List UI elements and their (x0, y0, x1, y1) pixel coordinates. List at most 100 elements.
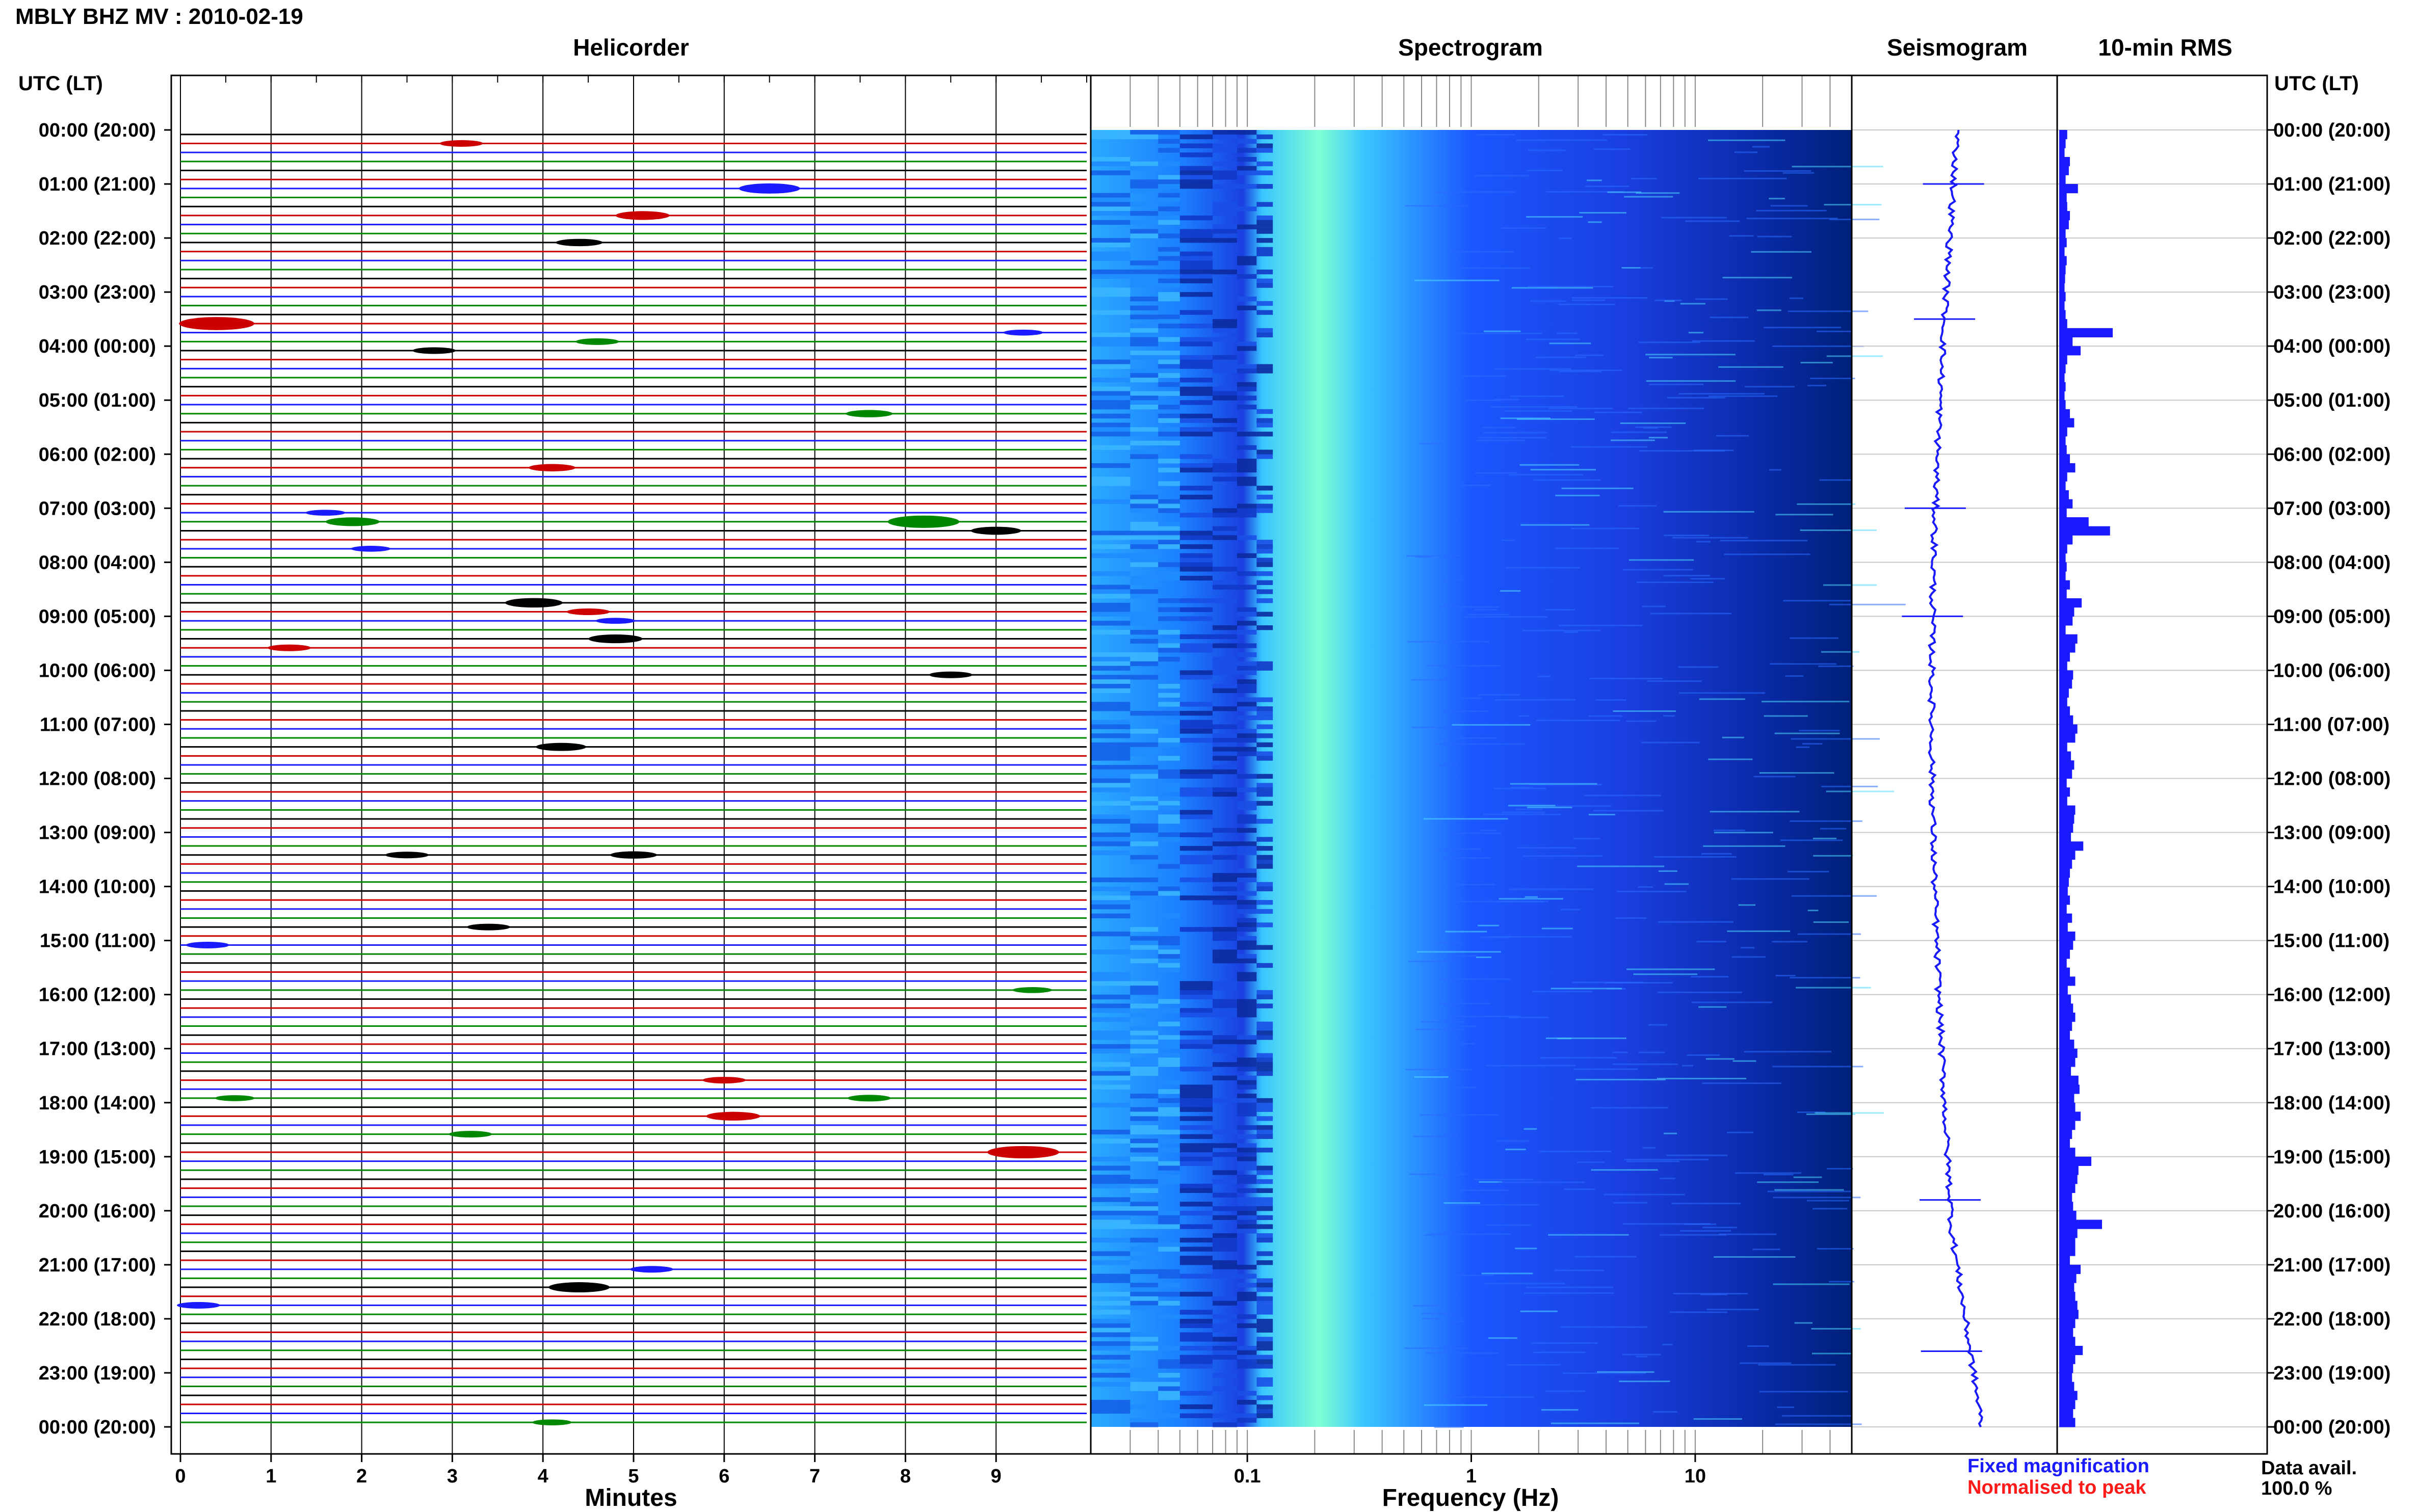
spectrogram-streak (1714, 832, 1773, 834)
spectrogram-cell (1130, 427, 1159, 432)
spectrogram-cell (1091, 949, 1131, 954)
rms-bar (2059, 364, 2066, 374)
spectrogram-streak (1435, 191, 1516, 193)
spectrogram-cell (1158, 999, 1180, 1004)
spectrogram-cell (1158, 963, 1180, 968)
spectrogram-cell (1237, 1215, 1257, 1221)
spectrogram-cell (1213, 1301, 1238, 1306)
spectrogram-cell (1158, 1057, 1180, 1063)
spectrogram-streak (1526, 1286, 1613, 1288)
spectrogram-cell (1256, 571, 1273, 576)
spectrogram-cell (1179, 1291, 1213, 1297)
spectrogram-cell (1130, 629, 1159, 635)
spectrogram-streak (1613, 710, 1676, 712)
spectrogram-cell (1158, 683, 1180, 689)
rms-bar (2059, 1075, 2079, 1085)
spectrogram-cell (1158, 319, 1180, 324)
spectrogram-cell (1213, 756, 1238, 761)
spectrogram-cell (1091, 931, 1131, 937)
spectrogram-cell (1130, 747, 1159, 752)
spectrogram-cell (1237, 643, 1257, 648)
rms-bar (2059, 319, 2067, 329)
spectrogram-cell (1179, 359, 1213, 365)
spectrogram-cell (1130, 373, 1159, 378)
rms-bar (2059, 589, 2067, 599)
spectrogram-cell (1256, 220, 1273, 225)
spectrogram-cell (1256, 1098, 1273, 1103)
spectrogram-cell (1256, 454, 1273, 459)
spectrogram-streak (1437, 941, 1461, 943)
spectrogram-cell (1213, 386, 1238, 392)
spectrogram-streak (1692, 340, 1755, 342)
spectrogram-cell (1130, 1246, 1159, 1252)
spectrogram-cell (1213, 170, 1238, 175)
spectrogram-streak (1528, 285, 1613, 287)
spectrogram-cell (1091, 661, 1131, 667)
helicorder-event (505, 598, 563, 608)
spectrogram-cell (1213, 427, 1238, 432)
spectrogram-cell (1158, 130, 1180, 135)
spectrogram-cell (1158, 801, 1180, 806)
spectrogram-cell (1130, 526, 1159, 531)
spectrogram-cell (1256, 184, 1273, 189)
row-label-right: 06:00 (02:00) (2273, 444, 2391, 465)
spectrogram-cell (1237, 918, 1257, 923)
spectrogram-cell (1256, 238, 1273, 243)
rms-bar (2059, 166, 2069, 175)
spectrogram-cell (1237, 386, 1257, 392)
spectrogram-streak (1722, 277, 1792, 279)
rms-bar (2059, 643, 2076, 653)
spectrogram-streak (1752, 1249, 1780, 1251)
spectrogram-cell (1158, 796, 1180, 802)
spectrogram-cell (1179, 486, 1213, 491)
rms-bar (2059, 472, 2067, 482)
spectrogram-streak (1815, 1112, 1884, 1114)
spectrogram-streak (1751, 251, 1811, 253)
spectrogram-cell (1091, 499, 1131, 504)
spectrogram-cell (1237, 607, 1257, 613)
spectrogram-streak (1767, 1190, 1851, 1192)
spectrogram-cell (1091, 1278, 1131, 1283)
spectrogram-cell (1179, 1008, 1213, 1013)
spectrogram-cell (1130, 278, 1159, 283)
spectrogram-cell (1158, 351, 1180, 356)
spectrogram-streak (1650, 613, 1732, 615)
spectrogram-streak (1660, 1177, 1675, 1179)
spectrogram-cell (1213, 931, 1238, 937)
spectrogram-cell (1179, 562, 1213, 567)
spectrogram-cell (1179, 386, 1213, 392)
spectrogram-cell (1130, 328, 1159, 333)
spectrogram-cell (1256, 661, 1273, 667)
spectrogram-cell (1091, 337, 1131, 342)
spectrogram-cell (1091, 1206, 1131, 1211)
spectrogram-cell (1256, 774, 1273, 779)
spectrogram-cell (1237, 445, 1257, 450)
spectrogram-cell (1158, 233, 1180, 238)
spectrogram-streak (1702, 1082, 1781, 1084)
spectrogram-streak (1807, 385, 1826, 387)
spectrogram-streak (1461, 697, 1482, 699)
rms-bar (2059, 706, 2070, 716)
spectrogram-cell (1158, 598, 1180, 603)
spectrogram-cell (1091, 422, 1131, 428)
spectrogram-streak (1800, 529, 1877, 532)
spectrogram-cell (1091, 1175, 1131, 1180)
spectrogram-cell (1213, 670, 1238, 675)
spectrogram-cell (1256, 1021, 1273, 1027)
spectrogram-cell (1179, 1040, 1213, 1045)
spectrogram-cell (1256, 945, 1273, 950)
spectrogram-cell (1091, 535, 1131, 540)
spectrogram-streak (1579, 212, 1626, 214)
spectrogram-cell (1158, 629, 1180, 635)
rms-bar (2059, 1219, 2102, 1229)
spectrogram-cell (1179, 1116, 1213, 1121)
rms-bar (2059, 292, 2066, 302)
spectrogram-cell (1130, 1003, 1159, 1009)
spectrogram-cell (1213, 1048, 1238, 1054)
spectrogram-streak (1483, 330, 1521, 332)
spectrogram-cell (1237, 368, 1257, 374)
spectrogram-cell (1256, 1318, 1273, 1324)
spectrogram-cell (1256, 1107, 1273, 1112)
spectrogram-streak (1548, 407, 1613, 409)
rms-bar (2059, 247, 2065, 256)
